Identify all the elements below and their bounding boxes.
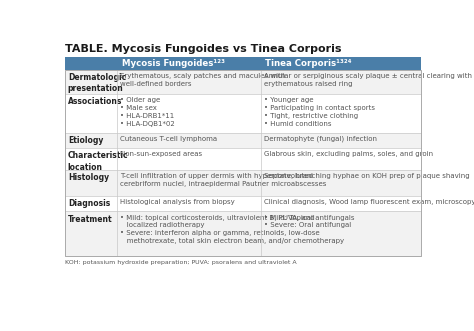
Text: • Mild: Topical antifungals
• Severe: Oral antifungal: • Mild: Topical antifungals • Severe: Or… [264,214,355,228]
Text: Histology: Histology [68,173,109,182]
Text: Dermatophyte (fungal) infection: Dermatophyte (fungal) infection [264,136,377,142]
Text: Etiology: Etiology [68,136,103,145]
Text: Mycosis Fungoides¹²³: Mycosis Fungoides¹²³ [122,59,225,68]
Text: • Younger age
• Participating in contact sports
• Tight, restrictive clothing
• : • Younger age • Participating in contact… [264,97,375,127]
Text: • Older age
• Male sex
• HLA-DRB1*11
• HLA-DQB1*02: • Older age • Male sex • HLA-DRB1*11 • H… [120,97,175,127]
Bar [64,70,421,94]
Text: Diagnosis: Diagnosis [68,199,110,208]
Text: Erythematous, scaly patches and macules with
well-defined borders: Erythematous, scaly patches and macules … [120,73,286,87]
Text: Histological analysis from biopsy: Histological analysis from biopsy [120,199,235,205]
Text: Non-sun-exposed areas: Non-sun-exposed areas [120,151,202,157]
Bar [64,212,421,256]
Text: Treatment: Treatment [68,214,112,223]
Text: Clinical diagnosis, Wood lamp fluorescent exam, microscopy: Clinical diagnosis, Wood lamp fluorescen… [264,199,474,205]
Text: Characteristic
location: Characteristic location [68,151,128,172]
Text: KOH: potassium hydroxide preparation; PUVA: psoralens and ultraviolet A: KOH: potassium hydroxide preparation; PU… [64,260,296,265]
Text: Annular or serpiginous scaly plaque ± central clearing with an
erythematous rais: Annular or serpiginous scaly plaque ± ce… [264,73,474,87]
Bar [64,58,421,70]
Bar [64,196,421,212]
Text: Cutaneous T-cell lymphoma: Cutaneous T-cell lymphoma [120,136,218,142]
Text: Associations: Associations [68,97,122,107]
Bar [64,94,421,133]
Bar [64,70,421,256]
Text: TABLE. Mycosis Fungoides vs Tinea Corporis: TABLE. Mycosis Fungoides vs Tinea Corpor… [64,44,341,54]
Text: T-cell infiltration of upper dermis with hyperconvoluted
cerebriform nuclei, int: T-cell infiltration of upper dermis with… [120,173,327,187]
Text: Glabrous skin, excluding palms, soles, and groin: Glabrous skin, excluding palms, soles, a… [264,151,433,157]
Text: Dermatologic
presentation: Dermatologic presentation [68,73,126,93]
Bar [64,148,421,170]
Bar [64,133,421,148]
Text: Septate, branching hyphae on KOH prep of plaque shaving: Septate, branching hyphae on KOH prep of… [264,173,469,179]
Bar [64,170,421,196]
Text: Tinea Corporis¹³²⁴: Tinea Corporis¹³²⁴ [265,59,352,68]
Text: • Mild: topical corticosteroids, ultraviolent B, PUVA, and
   localized radiothe: • Mild: topical corticosteroids, ultravi… [120,214,345,244]
